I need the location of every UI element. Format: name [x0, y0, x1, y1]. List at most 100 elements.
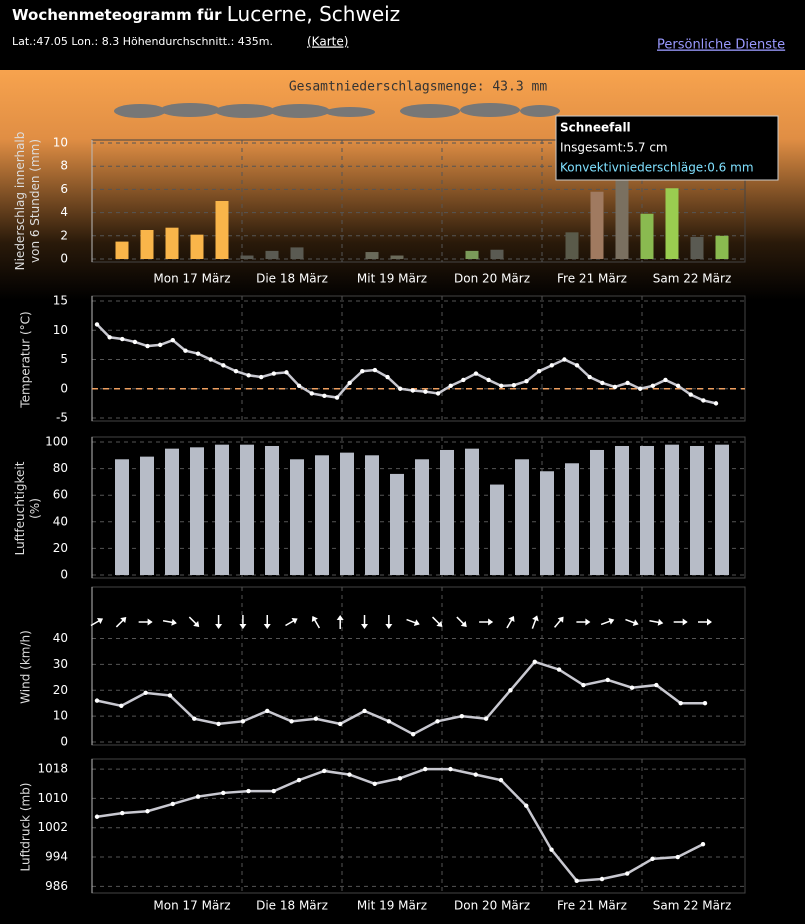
point	[625, 871, 630, 876]
point	[397, 386, 403, 391]
bar	[390, 255, 404, 259]
point	[675, 854, 680, 860]
point	[170, 337, 175, 343]
day-label: Fre 21 März	[557, 899, 627, 913]
y-tick-label: 10	[53, 136, 68, 150]
point	[700, 842, 706, 847]
plot-frame	[91, 295, 746, 422]
bar	[340, 452, 354, 575]
wind-arrow	[162, 618, 177, 626]
point	[483, 716, 489, 721]
bar	[590, 191, 604, 259]
point	[385, 374, 390, 380]
bar	[640, 213, 654, 259]
point	[625, 380, 630, 386]
y-tick-label: -5	[56, 411, 68, 425]
point	[574, 363, 580, 368]
point	[386, 719, 392, 724]
bar	[715, 444, 729, 575]
bar	[265, 250, 279, 259]
bar	[440, 449, 454, 575]
point	[372, 781, 377, 786]
point	[448, 766, 453, 772]
y-tick-label: 100	[45, 435, 68, 449]
point	[473, 371, 479, 376]
coordinates: Lat.:47.05 Lon.: 8.3 Höhendurchschnitt.:…	[12, 35, 273, 48]
day-label: Don 20 März	[454, 272, 530, 286]
y-tick-label: 1002	[37, 820, 68, 834]
point	[574, 878, 579, 884]
point	[119, 703, 124, 708]
arrow-head	[508, 615, 515, 623]
point	[713, 401, 719, 406]
y-tick-label: 986	[45, 879, 68, 893]
y-tick-label: 10	[53, 709, 68, 723]
point	[556, 667, 562, 672]
y-axis-label: von 6 Stunden (mm)	[28, 139, 42, 263]
point	[650, 383, 656, 389]
wind-arrow	[456, 616, 467, 627]
y-tick-label: 40	[53, 631, 68, 645]
point	[183, 348, 188, 353]
bar	[465, 250, 479, 259]
point	[629, 685, 635, 690]
point	[362, 708, 367, 714]
wind-arrow	[115, 617, 127, 628]
wind-arrow	[431, 616, 443, 627]
wind-arrow	[311, 615, 321, 629]
wind-arrow	[285, 617, 298, 627]
point	[499, 383, 504, 389]
bar	[665, 444, 679, 575]
line	[96, 323, 717, 405]
tooltip-line: Insgesamt:5.7 cm	[560, 141, 668, 155]
point	[508, 688, 513, 693]
point	[599, 876, 605, 882]
y-tick-label: 6	[60, 182, 68, 196]
arrow-head	[171, 618, 177, 626]
point	[265, 708, 270, 714]
point	[688, 392, 693, 397]
y-axis-label: Luftfeuchtigkeit	[13, 461, 27, 555]
point	[675, 383, 681, 389]
point	[423, 766, 428, 772]
y-tick-label: 2	[60, 228, 68, 242]
day-label: Mit 19 März	[357, 272, 427, 286]
day-label: Die 18 März	[256, 272, 328, 286]
bar	[490, 249, 504, 259]
point	[549, 363, 554, 368]
point	[94, 814, 100, 819]
point	[448, 383, 453, 389]
point	[338, 721, 343, 727]
arrow-head	[436, 620, 443, 627]
services-link[interactable]: Persönliche Dienste	[657, 38, 785, 53]
arrow-head	[557, 616, 564, 623]
point	[313, 716, 319, 721]
arrow-head	[147, 618, 153, 626]
y-tick-label: 20	[53, 683, 68, 697]
arrow-head	[707, 618, 712, 626]
point	[498, 777, 504, 783]
bar	[690, 445, 704, 575]
bar	[365, 252, 379, 259]
point	[195, 794, 201, 799]
point	[167, 693, 173, 698]
bar	[140, 230, 154, 259]
y-axis-label: (%)	[28, 498, 42, 519]
arrow-head	[460, 620, 467, 627]
point	[524, 803, 529, 808]
point	[423, 389, 428, 394]
bar	[315, 455, 329, 575]
map-link[interactable]: (Karte)	[307, 35, 348, 49]
day-label: Mit 19 März	[357, 899, 427, 913]
y-tick-label: 30	[53, 657, 68, 671]
day-label: Don 20 März	[454, 899, 530, 913]
point	[170, 801, 175, 807]
arrow-head	[311, 615, 318, 623]
arrow-head	[532, 615, 539, 622]
tooltip: Schneefall Insgesamt:5.7 cm Konvektivniede…	[555, 115, 779, 181]
point	[347, 380, 352, 386]
wind-arrow	[406, 618, 420, 626]
wind-arrow	[576, 618, 591, 626]
point	[145, 809, 150, 814]
